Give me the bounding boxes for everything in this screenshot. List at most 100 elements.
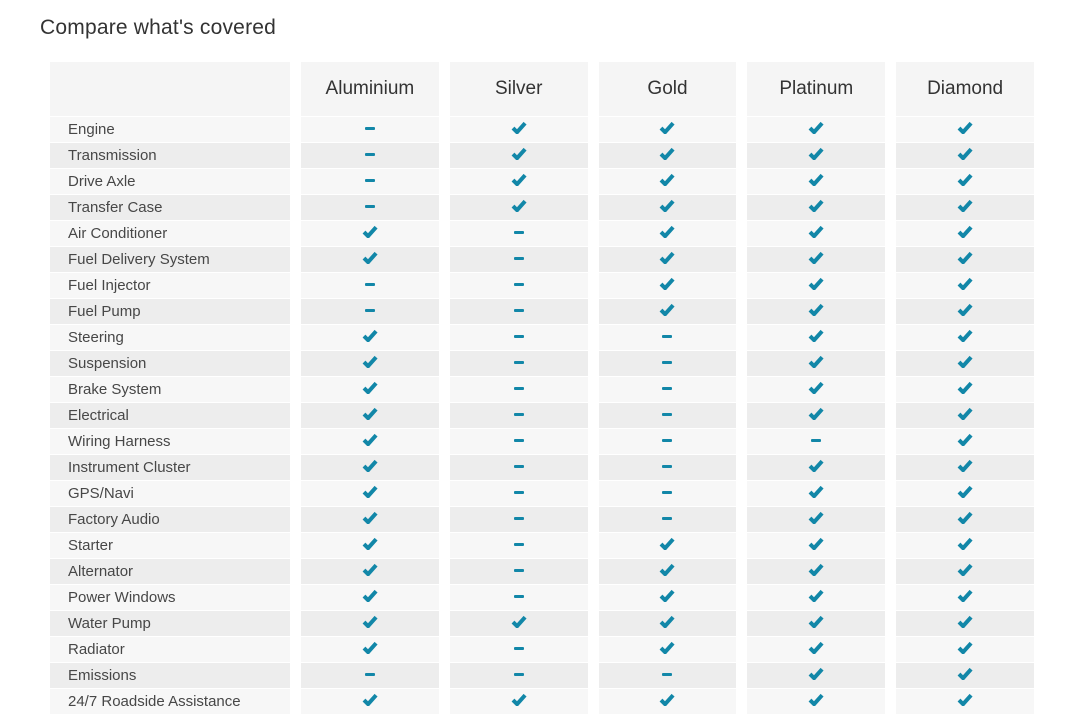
coverage-cell — [587, 246, 737, 272]
page-title: Compare what's covered — [40, 16, 277, 39]
table-row: GPS/Navi — [50, 480, 1034, 506]
dash-icon — [662, 516, 673, 520]
dash-icon — [662, 334, 673, 338]
table-row: Alternator — [50, 558, 1034, 584]
coverage-cell — [736, 402, 886, 428]
coverage-cell — [736, 246, 886, 272]
coverage-cell — [885, 610, 1034, 636]
coverage-cell — [438, 428, 588, 454]
check-icon — [957, 615, 973, 628]
row-label: Instrument Cluster — [50, 454, 290, 480]
plan-header-diamond: Diamond — [885, 62, 1034, 116]
table-row: Transmission — [50, 142, 1034, 168]
coverage-cell — [885, 324, 1034, 350]
coverage-cell — [736, 116, 886, 142]
row-label: Water Pump — [50, 610, 290, 636]
check-icon — [659, 563, 676, 576]
check-icon — [957, 485, 973, 498]
coverage-cell — [736, 220, 886, 246]
coverage-cell — [438, 168, 588, 194]
check-icon — [808, 589, 824, 602]
coverage-cell — [736, 272, 886, 298]
check-icon — [808, 511, 824, 524]
row-label: Air Conditioner — [50, 220, 290, 246]
coverage-cell — [885, 454, 1034, 480]
coverage-cell — [290, 324, 439, 350]
coverage-cell — [587, 636, 737, 662]
check-icon — [511, 147, 527, 160]
check-icon — [957, 199, 973, 212]
coverage-cell — [736, 662, 886, 688]
coverage-cell — [290, 350, 439, 376]
check-icon — [659, 277, 676, 290]
coverage-cell — [290, 454, 439, 480]
check-icon — [808, 199, 824, 212]
coverage-cell — [438, 402, 588, 428]
check-icon — [362, 329, 378, 342]
check-icon — [808, 485, 824, 498]
coverage-cell — [736, 168, 886, 194]
row-label: GPS/Navi — [50, 480, 290, 506]
dash-icon — [364, 204, 375, 208]
coverage-cell — [587, 402, 737, 428]
coverage-cell — [438, 454, 588, 480]
check-icon — [957, 693, 973, 706]
check-icon — [362, 355, 378, 368]
check-icon — [957, 147, 973, 160]
row-label: Transfer Case — [50, 194, 290, 220]
plan-header-row: Aluminium Silver Gold Platinum Diamond — [50, 62, 1034, 116]
coverage-cell — [438, 350, 588, 376]
coverage-cell — [885, 506, 1034, 532]
coverage-cell — [290, 272, 439, 298]
coverage-cell — [885, 558, 1034, 584]
dash-icon — [513, 308, 524, 312]
dash-icon — [513, 282, 524, 286]
coverage-cell — [885, 246, 1034, 272]
dash-icon — [513, 490, 524, 494]
check-icon — [362, 563, 378, 576]
coverage-cell — [438, 376, 588, 402]
check-icon — [808, 329, 824, 342]
table-row: Fuel Injector — [50, 272, 1034, 298]
coverage-cell — [587, 168, 737, 194]
coverage-cell — [587, 324, 737, 350]
coverage-cell — [736, 506, 886, 532]
coverage-cell — [587, 506, 737, 532]
coverage-cell — [885, 142, 1034, 168]
coverage-cell — [885, 636, 1034, 662]
check-icon — [362, 589, 378, 602]
coverage-cell — [438, 636, 588, 662]
coverage-cell — [290, 662, 439, 688]
table-row: Emissions — [50, 662, 1034, 688]
coverage-cell — [290, 168, 439, 194]
table-row: Starter — [50, 532, 1034, 558]
check-icon — [659, 589, 676, 602]
check-icon — [957, 537, 973, 550]
dash-icon — [513, 360, 524, 364]
dash-icon — [364, 308, 375, 312]
coverage-cell — [736, 558, 886, 584]
coverage-cell — [736, 298, 886, 324]
dash-icon — [364, 672, 375, 676]
dash-icon — [513, 542, 524, 546]
check-icon — [362, 693, 378, 706]
dash-icon — [513, 256, 524, 260]
coverage-cell — [885, 194, 1034, 220]
coverage-cell — [290, 428, 439, 454]
check-icon — [957, 121, 973, 134]
coverage-cell — [587, 298, 737, 324]
coverage-cell — [885, 376, 1034, 402]
check-icon — [957, 251, 973, 264]
coverage-cell — [587, 428, 737, 454]
row-label: Starter — [50, 532, 290, 558]
coverage-cell — [587, 610, 737, 636]
coverage-cell — [290, 558, 439, 584]
check-icon — [511, 615, 527, 628]
check-icon — [808, 459, 824, 472]
check-icon — [957, 381, 973, 394]
check-icon — [808, 303, 824, 316]
table-row: Fuel Pump — [50, 298, 1034, 324]
coverage-cell — [438, 532, 588, 558]
coverage-cell — [438, 272, 588, 298]
